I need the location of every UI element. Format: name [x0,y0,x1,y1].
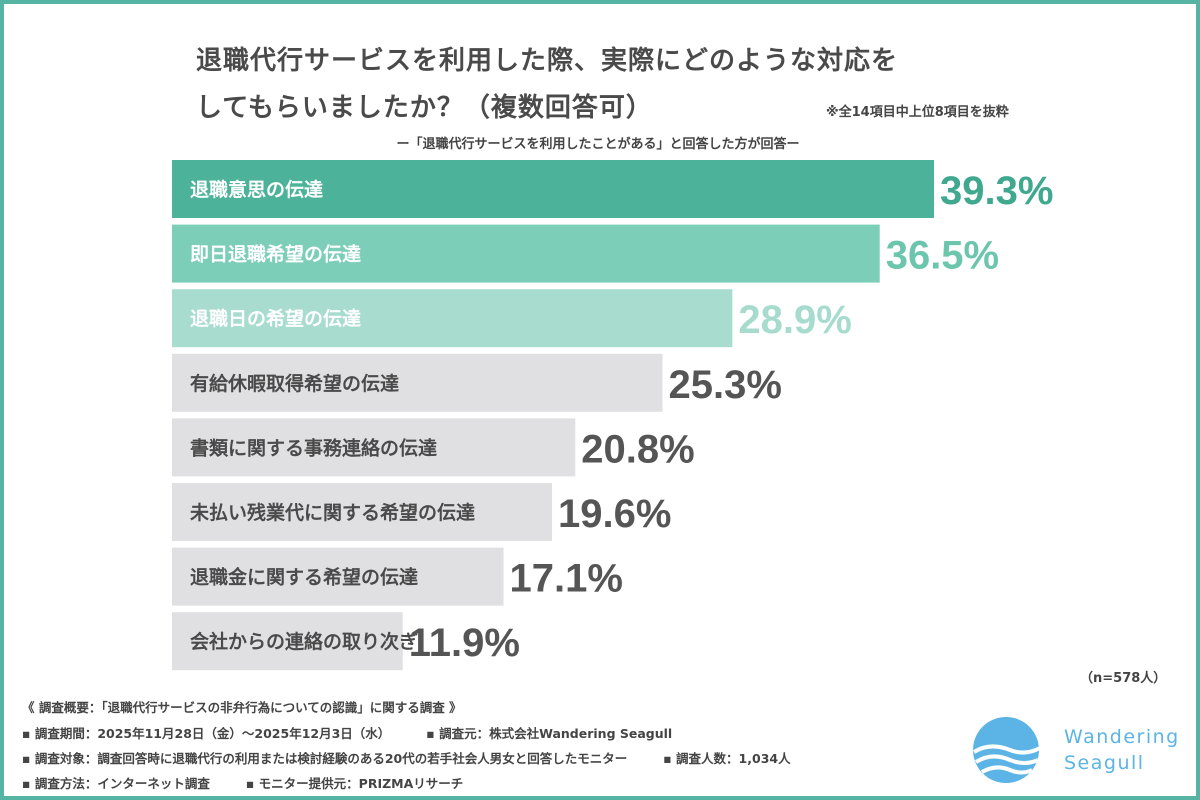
survey-period: ▪ 調査期間：2025年11月28日（金）～2025年12月3日（水） [22,726,391,741]
bar-chart: 退職意思の伝達 39.3% 即日退職希望の伝達 36.5% 退職日の希望の伝達 28.9%… [172,160,1053,671]
bar-category-label: 退職意思の伝達 [190,178,323,201]
logo-text-line1: Wandering [1064,726,1180,748]
bar-category-label: 退職日の希望の伝達 [190,307,361,330]
sample-size: （n=578人） [1080,671,1167,686]
survey-title: 《 調査概要：「退職代行サービスの非弁行為についての認識」に関する調査 》 [22,700,462,715]
bar [172,612,403,671]
bar [172,224,880,283]
chart-title-line2: してもらいましたか？（複数回答可） [196,93,653,123]
chart-note: ※全14項目中上位8項目を抜粋 [826,105,1009,120]
chart-title-line1: 退職代行サービスを利用した際、実際にどのような対応を [196,46,899,76]
survey-period-row: ▪ 調査期間：2025年11月28日（金）～2025年12月3日（水） ▪ 調査元… [22,723,672,742]
bar [172,289,733,348]
bar-value-label: 17.1% [510,557,623,601]
bar-value-label: 39.3% [940,169,1053,213]
bar [172,547,504,606]
bar-value-label: 19.6% [558,492,671,536]
survey-method: ▪ 調査方法：インターネット調査 [22,776,210,791]
logo-text-line2: Seagull [1064,752,1145,774]
bar-category-label: 未払い残業代に関する希望の伝達 [189,501,475,524]
chart-subtitle-text: ー「退職代行サービスを利用したことがある」と回答した方が回答ー [396,137,800,152]
bar-value-label: 11.9% [409,621,520,665]
wandering-seagull-logo-icon [972,717,1041,783]
chart-subtitle: ー「退職代行サービスを利用したことがある」と回答した方が回答ー [0,133,1200,152]
survey-organizer: ▪ 調査元：株式会社Wandering Seagull [426,726,673,741]
bar [172,353,663,412]
survey-target-row: ▪ 調査対象：調査回答時に退職代行の利用または検討経験のある20代の若手社会人男… [22,748,791,767]
bar [172,418,576,477]
bar [172,160,934,218]
bar-value-label: 25.3% [669,363,782,407]
bar-category-label: 会社からの連絡の取り次ぎ [190,630,418,653]
bar-value-label: 28.9% [738,298,851,342]
survey-target: ▪ 調査対象：調査回答時に退職代行の利用または検討経験のある20代の若手社会人男… [22,751,628,766]
bar [172,483,553,541]
survey-method-row: ▪ 調査方法：インターネット調査 ▪ モニター提供元：PRIZMAリサーチ [22,773,463,792]
bar-value-label: 20.8% [581,427,694,471]
bar-value-label: 36.5% [886,234,999,278]
bar-category-label: 退職金に関する希望の伝達 [190,566,418,589]
bar-category-label: 即日退職希望の伝達 [190,243,361,266]
survey-provider: ▪ モニター提供元：PRIZMAリサーチ [245,776,464,791]
bar-category-label: 有給休暇取得希望の伝達 [190,372,399,395]
bar-category-label: 書類に関する事務連絡の伝達 [190,436,437,459]
survey-count: ▪ 調査人数：1,034人 [663,751,791,766]
